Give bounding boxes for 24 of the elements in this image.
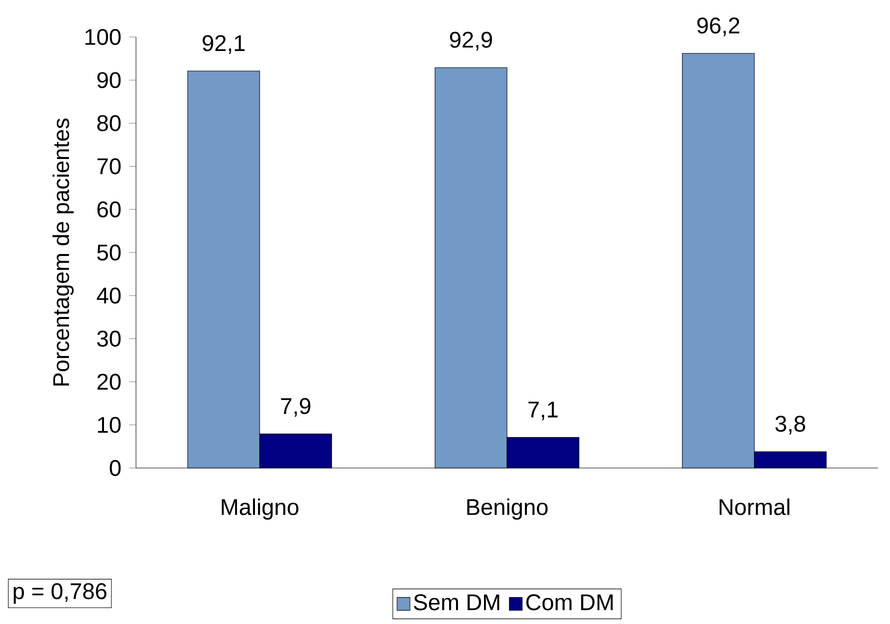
legend-label: Sem DM (414, 594, 500, 610)
y-tick-label: 100 (85, 28, 121, 46)
y-tick-label: 80 (97, 115, 121, 132)
y-tick-label: 70 (97, 158, 121, 174)
data-label: 3,8 (775, 416, 806, 434)
y-tick-label: 60 (97, 201, 121, 218)
x-tick-label: Benigno (467, 498, 548, 520)
y-tick-label: 0 (110, 460, 121, 476)
y-tick-label: 90 (97, 72, 121, 88)
y-tick-label: 40 (96, 288, 121, 304)
data-label: 7,9 (281, 398, 310, 417)
y-axis-title: Porcentagem de pacientes (52, 118, 74, 386)
y-tick-label: 50 (97, 244, 121, 261)
x-tick-label: Maligno (222, 498, 298, 520)
y-tick-label: 10 (98, 416, 121, 433)
x-tick-label: Normal (720, 498, 790, 516)
y-tick-label: 30 (97, 330, 121, 347)
data-label: 92,1 (202, 35, 245, 54)
data-label: 92,9 (450, 32, 492, 50)
data-label: 96,2 (697, 17, 740, 36)
y-tick-label: 20 (97, 374, 121, 390)
legend-label: Com DM (526, 594, 613, 610)
text: p = 0,786 (14, 583, 106, 604)
data-label: 7,1 (528, 402, 558, 420)
